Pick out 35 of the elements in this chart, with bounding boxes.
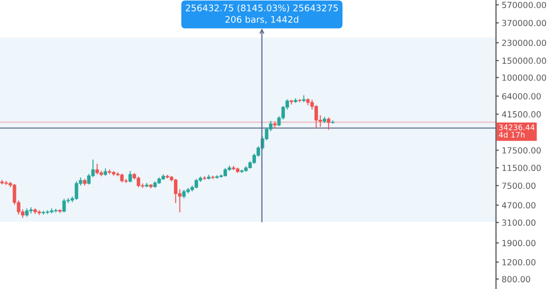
- y-tick-label: 3100.00: [502, 219, 536, 226]
- y-tick-label: 1200.00: [502, 259, 536, 266]
- candlestick: [174, 178, 178, 204]
- candlestick: [74, 181, 78, 200]
- candlestick: [202, 176, 206, 180]
- y-tick-label: 17500.00: [502, 147, 541, 154]
- y-tick-label: 800.00: [502, 276, 530, 282]
- candlestick: [128, 171, 132, 182]
- y-tick-label: 230000.00: [502, 40, 546, 46]
- y-tick-label: 7500.00: [502, 182, 536, 189]
- y-tick-label: 41500.00: [502, 111, 541, 118]
- candlestick: [87, 174, 91, 184]
- candlestick: [136, 176, 140, 188]
- candlestick: [290, 100, 294, 104]
- candlestick: [46, 210, 50, 214]
- annotation: 256432.75 (8145.03%) 25643275 206 bars, 1442d: [186, 4, 338, 24]
- candlestick: [54, 208, 58, 212]
- y-tick-label: 570000.00: [502, 2, 546, 8]
- y-tick-label: 150000.00: [502, 58, 546, 64]
- y-tick-label: 1900.00: [502, 240, 536, 246]
- y-tick-label: 11500.00: [502, 164, 541, 172]
- y-tick-label: 370000.00: [502, 20, 546, 26]
- y-tick-label: 64000.00: [502, 93, 541, 100]
- y-tick-label: 4700.00: [502, 202, 536, 208]
- candlestick: [314, 105, 318, 128]
- candlestick: [211, 176, 215, 179]
- candlestick: [95, 164, 99, 175]
- candlestick: [298, 99, 302, 102]
- candlestick: [29, 207, 33, 214]
- candlestick: [124, 178, 128, 183]
- candlestick: [331, 120, 334, 124]
- candlestick: [42, 210, 46, 214]
- candlestick: [62, 198, 66, 212]
- y-tick-label: 100000.00: [502, 74, 546, 81]
- candlestick: [326, 117, 330, 130]
